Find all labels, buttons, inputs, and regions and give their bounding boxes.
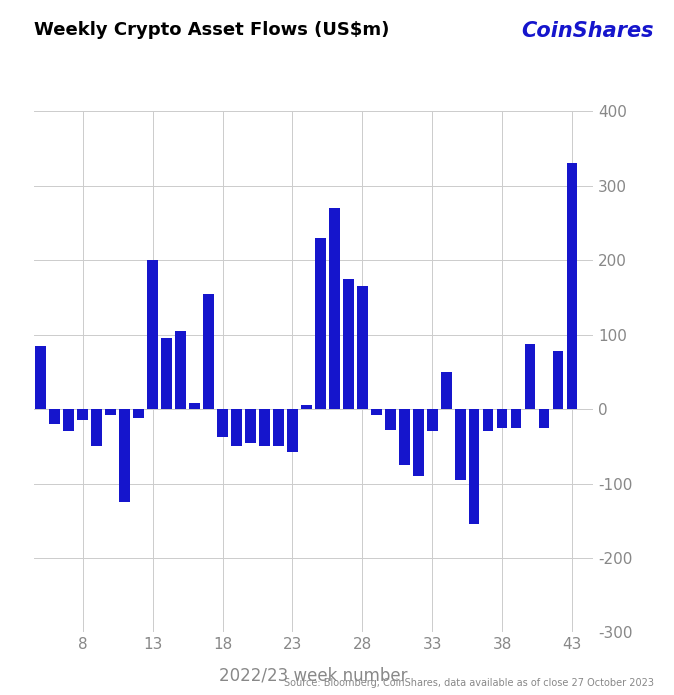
- Bar: [189, 403, 200, 409]
- Text: Weekly Crypto Asset Flows (US$m): Weekly Crypto Asset Flows (US$m): [34, 21, 389, 39]
- Bar: [413, 409, 423, 476]
- Bar: [329, 208, 340, 409]
- Bar: [301, 405, 311, 409]
- Bar: [497, 409, 508, 427]
- Bar: [273, 409, 284, 446]
- Bar: [483, 409, 493, 432]
- Bar: [357, 286, 367, 409]
- Bar: [92, 409, 102, 446]
- Bar: [175, 331, 186, 409]
- Bar: [78, 409, 88, 420]
- Bar: [133, 409, 144, 418]
- Bar: [105, 409, 116, 415]
- Bar: [259, 409, 270, 446]
- Bar: [63, 409, 74, 432]
- Bar: [204, 294, 214, 409]
- Bar: [385, 409, 396, 430]
- X-axis label: 2022/23 week number: 2022/23 week number: [219, 667, 408, 684]
- Bar: [553, 351, 563, 409]
- Bar: [287, 409, 298, 452]
- Bar: [161, 338, 172, 409]
- Bar: [539, 409, 549, 427]
- Bar: [315, 238, 326, 409]
- Bar: [36, 346, 46, 409]
- Bar: [567, 163, 578, 409]
- Bar: [455, 409, 466, 480]
- Bar: [231, 409, 242, 446]
- Text: Source: Bloomberg, CoinShares, data available as of close 27 October 2023: Source: Bloomberg, CoinShares, data avai…: [284, 678, 654, 688]
- Bar: [427, 409, 437, 432]
- Bar: [441, 372, 452, 409]
- Bar: [399, 409, 410, 465]
- Bar: [511, 409, 522, 427]
- Bar: [119, 409, 130, 502]
- Bar: [245, 409, 255, 443]
- Bar: [469, 409, 479, 525]
- Bar: [371, 409, 381, 415]
- Text: CoinShares: CoinShares: [521, 21, 654, 41]
- Bar: [343, 279, 354, 409]
- Bar: [49, 409, 60, 424]
- Bar: [148, 260, 158, 409]
- Bar: [525, 343, 535, 409]
- Bar: [217, 409, 228, 437]
